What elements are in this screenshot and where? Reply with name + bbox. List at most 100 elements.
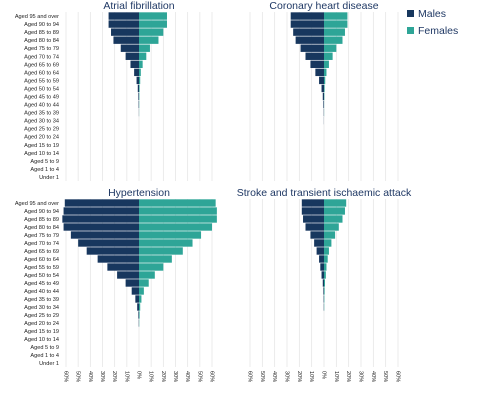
category-label: Aged 60 to 64 <box>24 257 59 263</box>
bar-females <box>324 44 337 52</box>
bar-females <box>324 36 343 44</box>
gridlines <box>249 199 399 367</box>
chart-title: Hypertension <box>108 187 170 199</box>
category-label: Aged 80 to 84 <box>24 38 59 44</box>
bar-females <box>324 199 347 207</box>
category-label: Aged 75 to 79 <box>24 233 59 239</box>
bar-females <box>139 263 164 271</box>
category-label: Aged 55 to 59 <box>24 265 59 271</box>
bar-females <box>324 247 329 255</box>
bar-males <box>63 223 139 231</box>
bar-males <box>135 295 139 303</box>
bar-males <box>315 68 324 77</box>
bar-females <box>324 28 345 36</box>
bar-females <box>139 279 149 287</box>
category-label: Aged 40 to 44 <box>24 103 59 109</box>
bar-males <box>301 199 324 207</box>
bar-females <box>139 287 144 295</box>
legend-swatch-females <box>407 27 414 34</box>
bar-females <box>139 44 150 52</box>
category-label: Aged 5 to 9 <box>30 345 59 351</box>
x-tick-label: 50% <box>382 371 388 382</box>
x-tick-label: 40% <box>370 371 376 382</box>
legend-label-males: Males <box>418 8 446 20</box>
bar-males <box>290 20 324 28</box>
bar-males <box>322 279 324 287</box>
x-tick-label: 50% <box>75 371 81 382</box>
category-label: Aged 35 to 39 <box>24 297 59 303</box>
bar-males <box>305 52 324 60</box>
bar-females <box>324 52 333 60</box>
category-labels: Aged 95 and over Aged 90 to 94 Aged 85 to … <box>15 14 59 181</box>
x-tick-label: 0% <box>136 371 142 379</box>
category-label: Under 1 <box>39 361 59 367</box>
bar-females <box>139 36 159 44</box>
x-tick-label: 60% <box>209 371 215 382</box>
chart-panel-2: Coronary heart disease <box>249 0 399 181</box>
bar-females <box>324 215 343 223</box>
category-label: Aged 65 to 69 <box>24 249 59 255</box>
chart-panel-3: Hypertension Aged 95 and over Aged 90 to 9… <box>15 187 217 382</box>
bar-males <box>321 84 324 93</box>
bar-females <box>324 263 327 271</box>
x-tick-label: 0% <box>321 371 327 379</box>
bar-females <box>139 60 143 69</box>
bar-females <box>139 84 140 93</box>
bar-males <box>321 271 324 279</box>
category-label: Aged 25 to 29 <box>24 313 59 319</box>
bar-females <box>139 52 147 60</box>
x-tick-label: 60% <box>63 371 69 382</box>
category-label: Aged 50 to 54 <box>24 273 59 279</box>
category-label: Aged 45 to 49 <box>24 281 59 287</box>
category-labels: Aged 95 and over Aged 90 to 94 Aged 85 to … <box>15 201 59 367</box>
category-label: Aged 70 to 74 <box>24 241 59 247</box>
bar-males <box>314 239 324 247</box>
x-tick-label: 30% <box>99 371 105 382</box>
x-tick-label: 40% <box>184 371 190 382</box>
category-label: Aged 35 to 39 <box>24 111 59 117</box>
bars <box>62 199 217 327</box>
bar-females <box>139 295 142 303</box>
bar-males <box>295 36 324 44</box>
category-label: Aged 30 to 34 <box>24 305 59 311</box>
bar-females <box>324 20 348 28</box>
bar-males <box>300 44 324 52</box>
bar-males <box>64 199 139 207</box>
category-label: Aged 90 to 94 <box>24 209 59 215</box>
bars <box>290 12 348 125</box>
x-tick-labels: 60% 50% 40% 30% 20% 10% 0% 10% 20% 30% 40% 50% 60% <box>247 371 401 382</box>
category-label: Aged 50 to 54 <box>24 86 59 92</box>
bar-males <box>108 12 139 20</box>
x-tick-label: 10% <box>123 371 129 382</box>
bar-males <box>293 28 324 36</box>
chart-panel-4: Stroke and transient ischaemic attack 60%… <box>237 187 412 382</box>
category-label: Aged 5 to 9 <box>30 159 59 165</box>
bar-females <box>139 303 141 311</box>
bar-males <box>111 28 139 36</box>
bar-males <box>137 84 139 93</box>
bar-males <box>303 215 324 223</box>
category-label: Aged 20 to 24 <box>24 321 59 327</box>
bar-females <box>324 239 332 247</box>
bar-females <box>324 279 325 287</box>
category-label: Aged 95 and over <box>15 14 59 20</box>
category-label: Aged 85 to 89 <box>24 30 59 36</box>
category-label: Aged 1 to 4 <box>30 167 59 173</box>
bar-males <box>134 68 139 77</box>
x-tick-label: 20% <box>111 371 117 382</box>
category-label: Aged 15 to 19 <box>24 143 59 149</box>
bars <box>108 12 167 117</box>
category-label: Aged 85 to 89 <box>24 217 59 223</box>
bar-females <box>139 311 140 319</box>
x-tick-label: 50% <box>259 371 265 382</box>
x-tick-label: 60% <box>395 371 401 382</box>
bar-females <box>324 255 328 263</box>
category-label: Aged 1 to 4 <box>30 353 59 359</box>
chart-title: Stroke and transient ischaemic attack <box>237 187 412 199</box>
bar-males <box>320 263 324 271</box>
bar-females <box>324 207 345 215</box>
bar-males <box>310 231 324 239</box>
x-tick-label: 30% <box>284 371 290 382</box>
bar-males <box>319 76 324 85</box>
